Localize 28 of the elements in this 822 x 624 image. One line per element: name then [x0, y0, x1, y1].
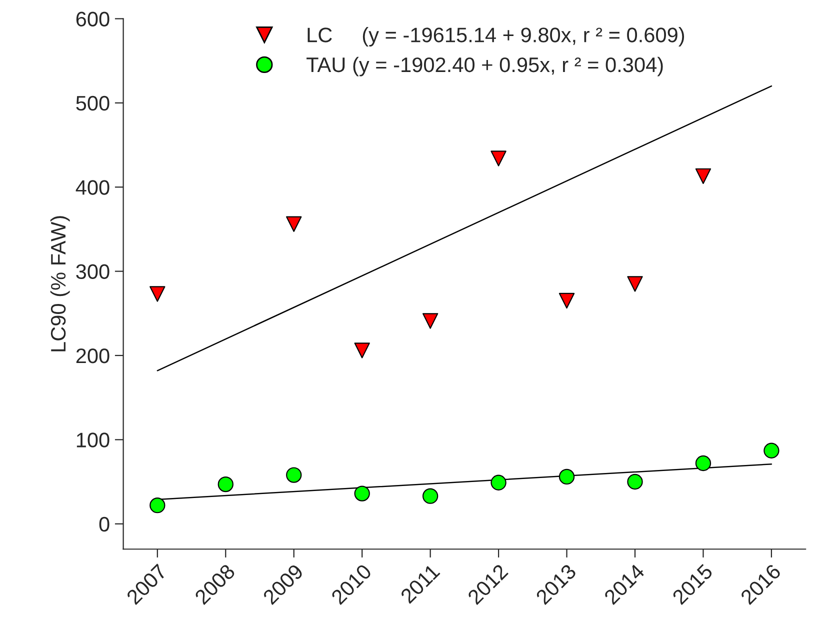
point: [150, 498, 166, 514]
y-tick-label: 300: [76, 264, 110, 280]
point: [490, 150, 506, 166]
point: [354, 342, 370, 358]
point: [286, 467, 302, 483]
y-axis-title: LC90 (% FAW): [50, 216, 70, 352]
point: [764, 442, 780, 458]
point: [627, 474, 643, 490]
y-tick-label: 500: [76, 96, 110, 111]
y-tick-label: 100: [76, 432, 110, 448]
point: [422, 488, 438, 504]
point: [286, 216, 302, 232]
point: [422, 313, 438, 329]
point: [150, 286, 166, 302]
point: [354, 486, 370, 502]
point: [558, 468, 575, 485]
legend-label: TAU (y = -1902.40 + 0.95x, r ² = 0.304): [306, 56, 663, 76]
point: [490, 474, 506, 490]
point: [558, 292, 575, 309]
point: [218, 476, 234, 492]
y-tick-label: 0: [99, 516, 110, 532]
y-tick-label: 200: [76, 348, 110, 364]
legend-label: LC (y = -19615.14 + 9.80x, r ² = 0.609): [308, 27, 684, 46]
point: [627, 276, 643, 292]
y-tick-label: 600: [76, 12, 110, 26]
y-tick-label: 400: [76, 180, 110, 195]
point: [695, 455, 712, 472]
point: [695, 168, 712, 184]
